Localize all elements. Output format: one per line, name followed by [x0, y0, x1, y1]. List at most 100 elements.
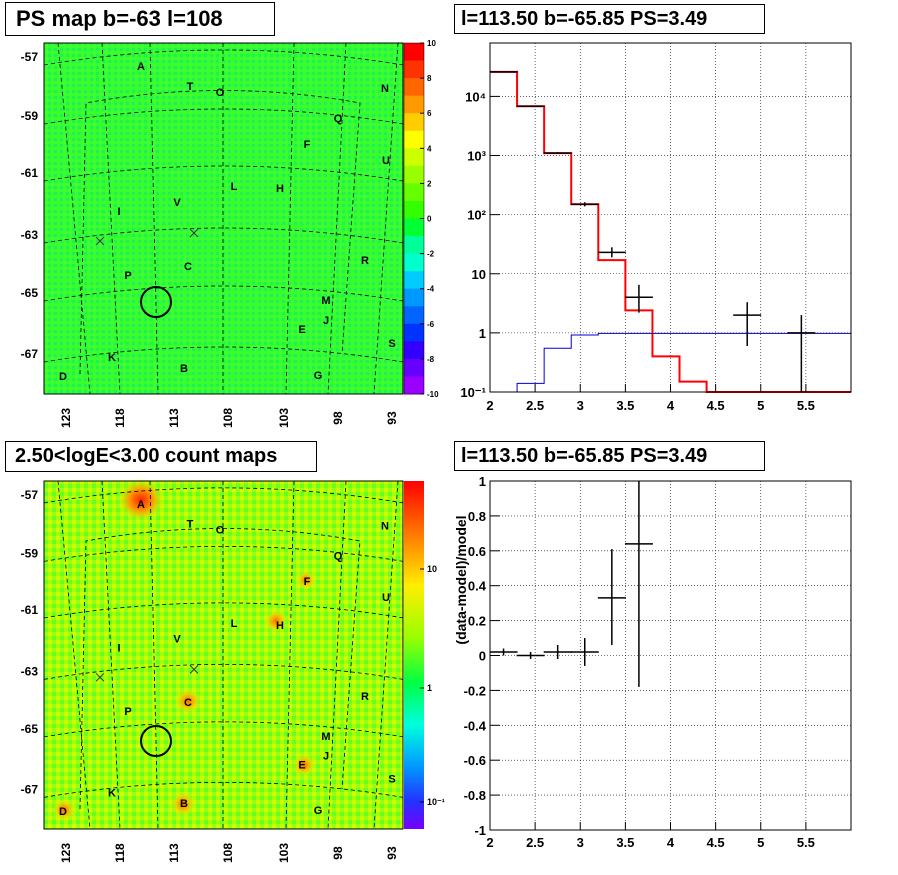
spectrum-plot	[489, 70, 851, 393]
source-label: P	[124, 270, 131, 282]
lon-tick-label: 108	[221, 408, 235, 428]
y-tick-label: 0.8	[468, 509, 486, 524]
colorbar-tick-label: -2	[427, 250, 435, 259]
ps-map-sources: A T O N Q F U L H I V C R P MJ E S K B G D	[59, 61, 396, 383]
count-hotspot-f	[296, 570, 316, 590]
source-label: C	[184, 261, 192, 273]
lat-tick-label: -63	[21, 664, 39, 678]
ps-map-target-circle	[140, 286, 172, 318]
source-label: N	[381, 521, 389, 533]
count-map-colorbar-ticks: 10 1 10⁻¹	[420, 564, 445, 807]
count-hotspot-a	[117, 478, 165, 522]
lat-tick-label: -57	[21, 488, 39, 502]
source-label: D	[59, 806, 67, 818]
x-marker	[95, 672, 105, 682]
ps-map-graticule	[43, 42, 404, 395]
count-map-graticule	[43, 480, 404, 830]
colorbar-cell	[404, 60, 424, 79]
spectrum-panel: 2 2.5 3 3.5 4 4.5 5 5.5 10⁻¹ 1 10 10² 10³ 10⁴	[460, 42, 852, 413]
source-label: N	[381, 83, 389, 95]
source-label: L	[231, 618, 238, 630]
y-tick-label: 10⁻¹	[460, 385, 486, 400]
colorbar-cell	[404, 358, 424, 377]
residual-frame	[489, 480, 852, 831]
y-tick-label: 10	[472, 267, 486, 282]
x-marker	[95, 236, 105, 246]
x-tick-label: 3	[577, 835, 584, 850]
y-tick-label: -0.4	[464, 718, 487, 733]
colorbar-cell	[404, 113, 424, 132]
lon-tick-label: 113	[167, 843, 181, 863]
source-label: K	[108, 787, 116, 799]
source-label: E	[298, 760, 305, 772]
y-tick-label: -0.8	[464, 788, 486, 803]
count-map-colorbar	[404, 481, 424, 829]
x-tick-label: 2	[486, 835, 493, 850]
y-tick-label: -1	[474, 823, 486, 838]
colorbar-cell	[404, 148, 424, 167]
source-label: C	[184, 697, 192, 709]
graticule-lon-line	[327, 480, 347, 830]
spectrum-title: l=113.50 b=-65.85 PS=3.49	[454, 4, 765, 34]
lon-tick-label: 93	[385, 411, 399, 425]
spectrum-grid	[489, 43, 851, 393]
colorbar-tick-label: 0	[427, 215, 432, 224]
lat-tick-label: -67	[21, 347, 39, 361]
colorbar-cell	[404, 253, 424, 272]
x-tick-label: 3	[577, 398, 584, 413]
lat-tick-label: -61	[21, 166, 39, 180]
x-tick-label: 2	[486, 398, 493, 413]
count-map-lon-ticks: 123 118 113 108 103 98 93	[59, 843, 399, 863]
colorbar-cell	[404, 341, 424, 360]
ps-map-lon-ticks: 123 118 113 108 103 98 93	[59, 408, 399, 428]
colorbar-cell	[404, 288, 424, 307]
residual-ylabel: (data-model)/model	[453, 515, 469, 644]
source-label: H	[276, 620, 284, 632]
graticule-lon-line	[285, 480, 295, 830]
colorbar-cell	[404, 130, 424, 149]
colorbar-tick-label: 1	[427, 683, 432, 693]
colorbar-tick-label: -4	[427, 285, 435, 294]
lat-tick-label: -65	[21, 722, 39, 736]
graticule-lon-line	[101, 42, 121, 395]
colorbar-cell	[404, 78, 424, 97]
source-label: B	[180, 798, 188, 810]
x-tick-label: 4	[667, 835, 675, 850]
y-tick-label: 0.2	[468, 614, 486, 629]
colorbar-tick-label: 2	[427, 179, 432, 188]
x-tick-label: 5.5	[797, 398, 815, 413]
spectrum-step-line	[490, 332, 851, 393]
colorbar-tick-label: 10⁻¹	[427, 797, 445, 807]
source-label: M	[321, 731, 330, 743]
colorbar-tick-label: -8	[427, 355, 435, 364]
source-label: B	[180, 363, 188, 375]
lon-tick-label: 118	[113, 843, 127, 863]
lon-tick-label: 103	[277, 408, 291, 428]
lon-tick-label: 118	[113, 408, 127, 428]
count-hotspot-c	[174, 688, 202, 714]
y-tick-label: 10⁴	[465, 89, 486, 104]
lon-tick-label: 113	[167, 408, 181, 428]
source-label: R	[361, 255, 369, 267]
source-label: F	[304, 139, 311, 151]
source-label: O	[216, 525, 225, 537]
source-label: H	[276, 183, 284, 195]
graticule-lon-line	[149, 480, 159, 830]
source-label: G	[314, 805, 323, 817]
source-label: S	[388, 338, 395, 350]
count-map-frame	[43, 480, 404, 830]
x-marker	[189, 228, 199, 238]
source-label: Q	[334, 550, 343, 562]
source-label: P	[124, 706, 131, 718]
residual-panel: 2 2.5 3 3.5 4 4.5 5 5.5 1 0.8 0.6 0.4 0.2 0 -0.2 -0.4 -0…	[453, 474, 852, 850]
colorbar-tick-label: 8	[427, 74, 432, 83]
y-tick-label: 0.4	[468, 579, 487, 594]
source-label: V	[173, 634, 181, 646]
source-label: J	[323, 315, 329, 327]
lat-tick-label: -59	[21, 546, 39, 560]
y-tick-label: -0.6	[464, 753, 486, 768]
colorbar-cell	[404, 271, 424, 290]
y-tick-label: 10³	[467, 149, 486, 164]
